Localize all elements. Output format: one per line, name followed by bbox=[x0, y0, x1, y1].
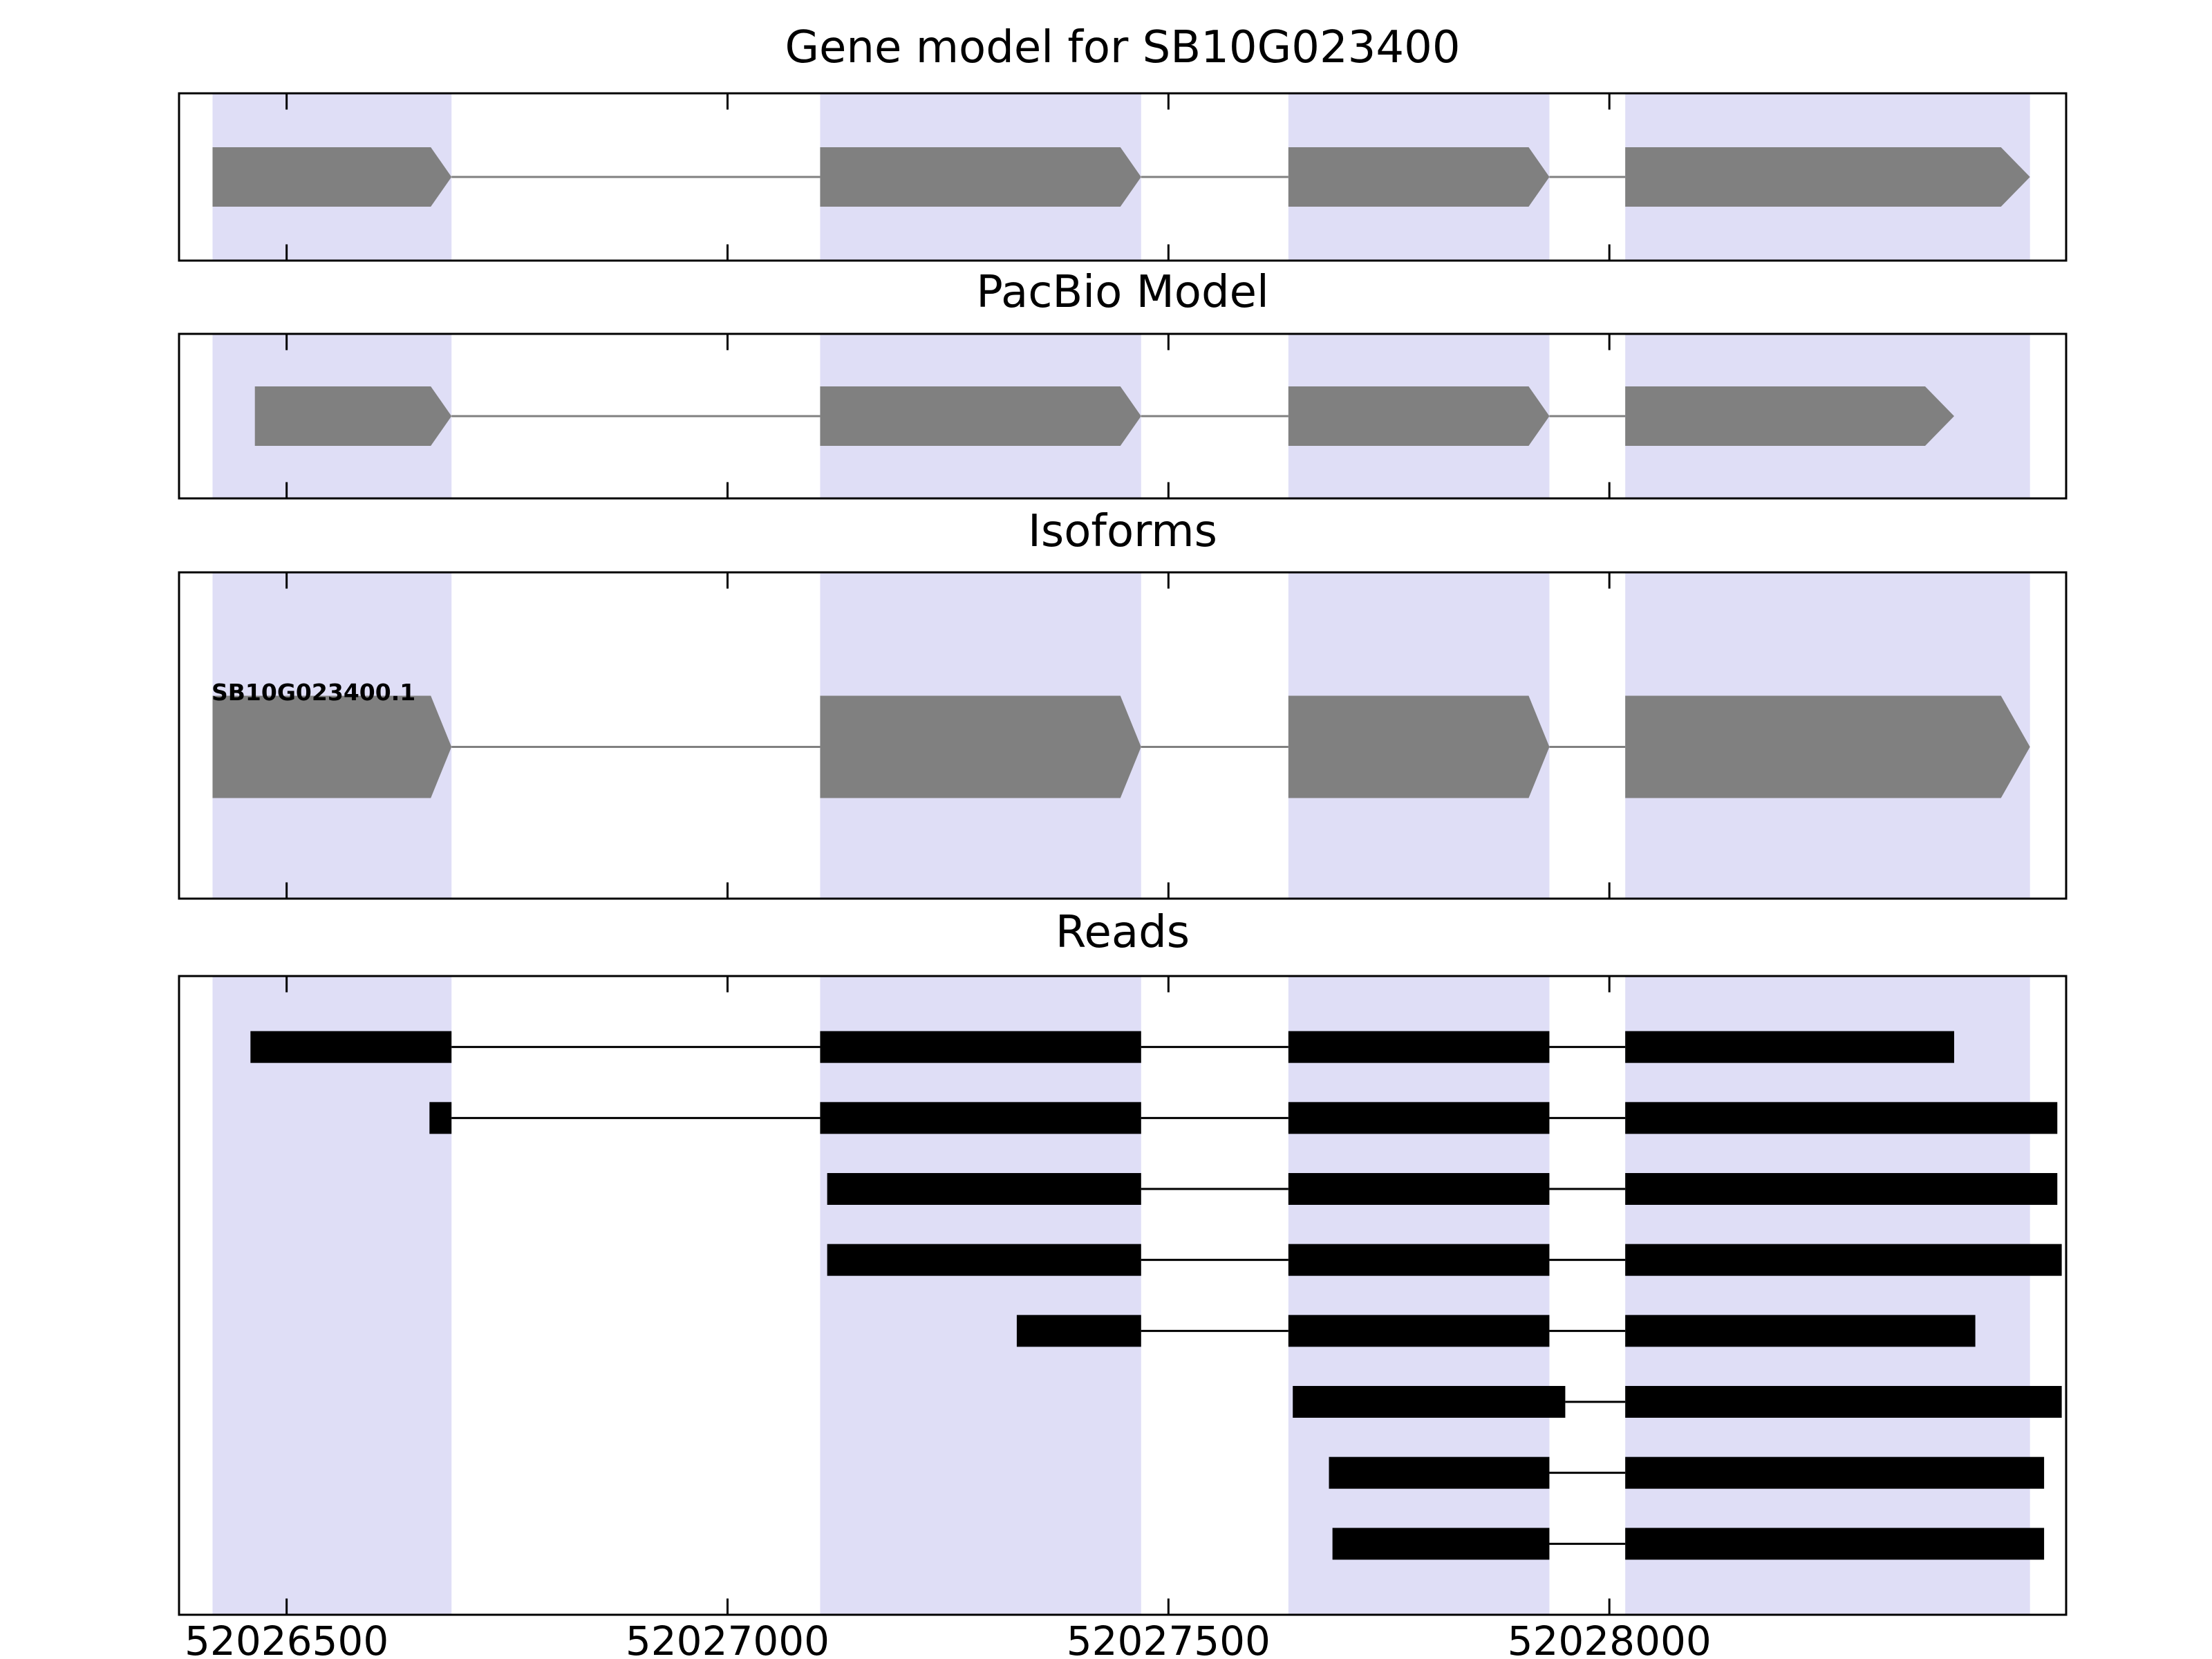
exon-shape bbox=[212, 147, 452, 207]
read-segment bbox=[250, 1031, 452, 1063]
panel-title-isoforms: Isoforms bbox=[1028, 506, 1217, 557]
read-segment bbox=[429, 1102, 452, 1134]
read-segment bbox=[1016, 1315, 1141, 1347]
read-segment bbox=[1625, 1528, 2045, 1560]
panel-border bbox=[178, 92, 2068, 262]
read-segment bbox=[1288, 1244, 1550, 1276]
x-axis-tick-label: 52028000 bbox=[1507, 1618, 1712, 1659]
read-segment bbox=[1625, 1386, 2062, 1418]
read-segment bbox=[1329, 1456, 1550, 1489]
exon-shape bbox=[1288, 695, 1550, 798]
read-segment bbox=[827, 1244, 1141, 1276]
x-axis-tick-label: 52027500 bbox=[1066, 1618, 1271, 1659]
read-segment bbox=[1332, 1528, 1550, 1560]
read-segment bbox=[820, 1031, 1141, 1063]
read-segment bbox=[1625, 1031, 1954, 1063]
read-segment bbox=[820, 1102, 1141, 1134]
exon-shape bbox=[1625, 147, 2030, 207]
panel-border bbox=[178, 571, 2068, 900]
exon-shape bbox=[820, 386, 1141, 446]
exon-shape bbox=[212, 695, 452, 798]
read-segment bbox=[1288, 1031, 1550, 1063]
x-axis-tick-label: 52027000 bbox=[625, 1618, 830, 1659]
read-segment bbox=[827, 1173, 1141, 1205]
exon-highlight-band bbox=[212, 976, 452, 1615]
read-segment bbox=[1288, 1173, 1550, 1205]
exon-shape bbox=[1625, 695, 2030, 798]
x-axis-tick-label: 52026500 bbox=[185, 1618, 389, 1659]
exon-shape bbox=[820, 695, 1141, 798]
panel-border bbox=[178, 332, 2068, 500]
exon-highlight-band bbox=[820, 976, 1141, 1615]
read-segment bbox=[1288, 1102, 1550, 1134]
exon-shape bbox=[1288, 147, 1550, 207]
read-segment bbox=[1625, 1456, 2045, 1489]
read-segment bbox=[1625, 1315, 1976, 1347]
exon-shape bbox=[820, 147, 1141, 207]
read-segment bbox=[1293, 1386, 1566, 1418]
exon-highlight-band bbox=[1625, 976, 2030, 1615]
exon-highlight-band bbox=[1288, 976, 1550, 1615]
panel-border bbox=[178, 975, 2068, 1616]
read-segment bbox=[1288, 1315, 1550, 1347]
isoform-label: SB10G023400.1 bbox=[212, 679, 416, 706]
panel-title-pacbio-model: PacBio Model bbox=[976, 267, 1269, 318]
read-segment bbox=[1625, 1244, 2062, 1276]
read-segment bbox=[1625, 1102, 2058, 1134]
read-segment bbox=[1625, 1173, 2058, 1205]
panel-title-gene-model: Gene model for SB10G023400 bbox=[785, 22, 1461, 73]
exon-shape bbox=[1625, 386, 1954, 446]
exon-shape bbox=[1288, 386, 1550, 446]
exon-shape bbox=[254, 386, 452, 446]
panel-title-reads: Reads bbox=[1055, 907, 1190, 958]
